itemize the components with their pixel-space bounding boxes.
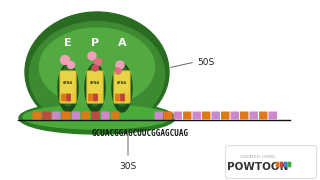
- Ellipse shape: [85, 64, 105, 112]
- FancyBboxPatch shape: [164, 111, 172, 120]
- FancyBboxPatch shape: [280, 162, 283, 167]
- FancyBboxPatch shape: [284, 162, 287, 167]
- FancyBboxPatch shape: [115, 94, 120, 101]
- Ellipse shape: [19, 102, 175, 134]
- FancyBboxPatch shape: [230, 111, 239, 120]
- Text: 50S: 50S: [197, 57, 214, 66]
- Circle shape: [115, 68, 121, 74]
- FancyBboxPatch shape: [88, 94, 93, 101]
- FancyBboxPatch shape: [288, 162, 291, 167]
- FancyBboxPatch shape: [52, 111, 60, 120]
- FancyBboxPatch shape: [42, 111, 51, 120]
- FancyBboxPatch shape: [66, 94, 71, 101]
- FancyBboxPatch shape: [91, 111, 100, 120]
- Text: E: E: [64, 38, 72, 48]
- FancyBboxPatch shape: [212, 111, 220, 120]
- FancyBboxPatch shape: [202, 111, 211, 120]
- Circle shape: [116, 61, 124, 69]
- Ellipse shape: [87, 66, 102, 106]
- FancyBboxPatch shape: [93, 94, 98, 101]
- FancyBboxPatch shape: [276, 162, 279, 167]
- FancyBboxPatch shape: [173, 111, 182, 120]
- FancyBboxPatch shape: [111, 111, 119, 120]
- FancyBboxPatch shape: [221, 111, 229, 120]
- FancyBboxPatch shape: [183, 111, 191, 120]
- FancyBboxPatch shape: [226, 145, 316, 179]
- Text: tRNA: tRNA: [63, 81, 73, 85]
- Ellipse shape: [60, 66, 76, 106]
- FancyBboxPatch shape: [98, 94, 103, 101]
- Text: tRNA: tRNA: [90, 81, 100, 85]
- Ellipse shape: [115, 66, 130, 106]
- Text: POWTOON: POWTOON: [227, 162, 289, 172]
- FancyBboxPatch shape: [61, 94, 66, 101]
- Circle shape: [88, 52, 96, 60]
- FancyBboxPatch shape: [125, 94, 130, 101]
- FancyBboxPatch shape: [268, 111, 277, 120]
- FancyBboxPatch shape: [120, 94, 125, 101]
- Ellipse shape: [112, 64, 132, 112]
- Circle shape: [94, 58, 101, 66]
- Text: tRNA: tRNA: [117, 81, 127, 85]
- Text: CREATED USING: CREATED USING: [240, 155, 276, 159]
- FancyBboxPatch shape: [250, 111, 258, 120]
- FancyBboxPatch shape: [71, 94, 76, 101]
- FancyBboxPatch shape: [82, 111, 90, 120]
- Text: GCUACGGAGCUUCGGAGCUAG: GCUACGGAGCUUCGGAGCUAG: [92, 129, 188, 138]
- Ellipse shape: [58, 64, 78, 112]
- FancyBboxPatch shape: [155, 111, 163, 120]
- Ellipse shape: [25, 12, 169, 132]
- Ellipse shape: [23, 105, 171, 129]
- FancyBboxPatch shape: [62, 111, 70, 120]
- FancyBboxPatch shape: [33, 111, 41, 120]
- Ellipse shape: [29, 22, 165, 128]
- Text: 30S: 30S: [119, 162, 137, 171]
- FancyBboxPatch shape: [259, 111, 268, 120]
- Circle shape: [92, 65, 98, 71]
- Circle shape: [68, 62, 75, 69]
- FancyBboxPatch shape: [101, 111, 109, 120]
- FancyBboxPatch shape: [72, 111, 80, 120]
- Text: A: A: [118, 38, 126, 48]
- Ellipse shape: [39, 28, 155, 106]
- FancyBboxPatch shape: [60, 71, 76, 103]
- FancyBboxPatch shape: [240, 111, 249, 120]
- FancyBboxPatch shape: [87, 71, 103, 103]
- FancyBboxPatch shape: [114, 71, 130, 103]
- Circle shape: [60, 55, 69, 64]
- FancyBboxPatch shape: [193, 111, 201, 120]
- Text: P: P: [91, 38, 99, 48]
